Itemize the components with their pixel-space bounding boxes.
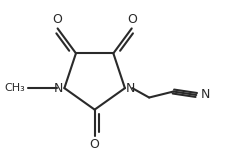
Text: O: O [90, 138, 100, 151]
Text: O: O [53, 13, 62, 26]
Text: CH₃: CH₃ [5, 83, 25, 93]
Text: N: N [126, 82, 136, 95]
Text: N: N [201, 88, 210, 101]
Text: O: O [127, 13, 137, 26]
Text: N: N [54, 82, 63, 95]
